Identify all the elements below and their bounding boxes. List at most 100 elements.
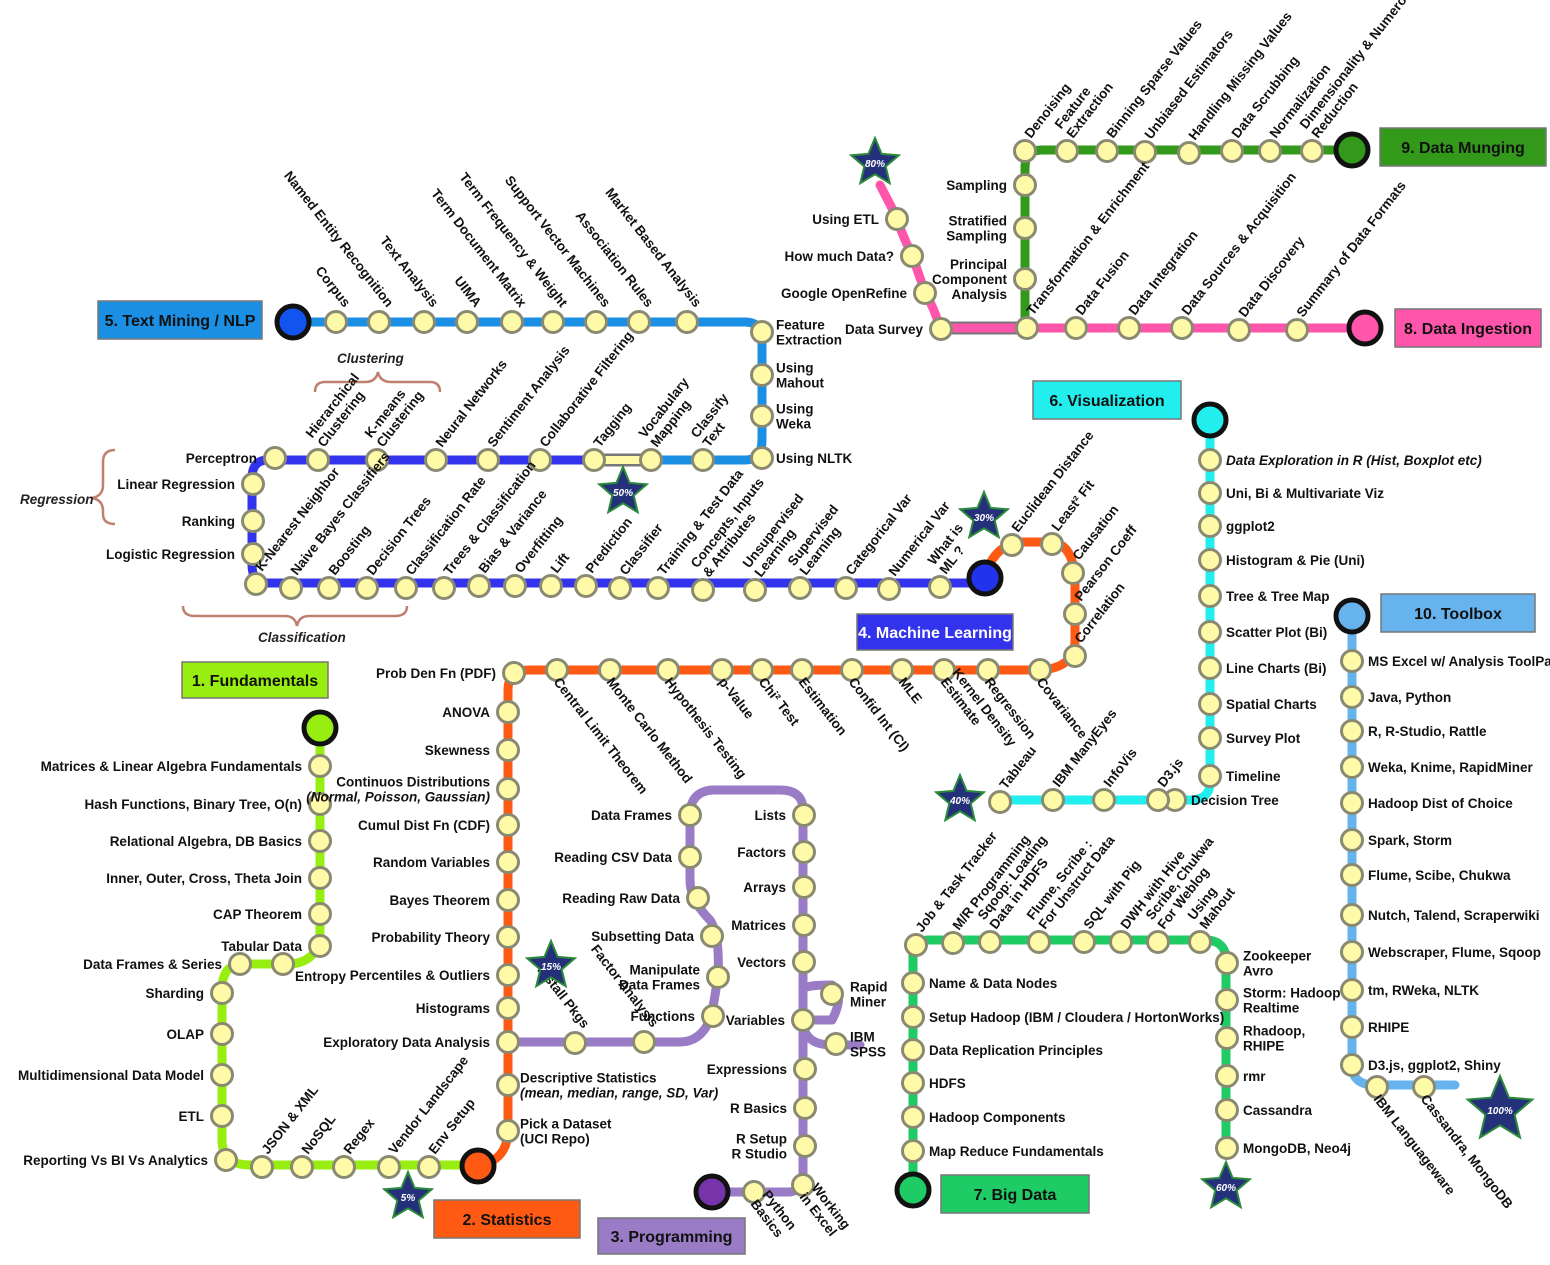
fundamentals-station[interactable] <box>310 904 331 925</box>
fundamentals-station[interactable] <box>379 1157 400 1178</box>
statistics-station[interactable] <box>498 927 519 948</box>
ml-station[interactable] <box>265 448 286 469</box>
statistics-station[interactable] <box>498 1032 519 1053</box>
programming-title-box[interactable]: 3. Programming <box>598 1218 745 1254</box>
ml-station[interactable] <box>243 474 264 495</box>
bigdata-station[interactable] <box>1217 1066 1238 1087</box>
statistics-station[interactable] <box>498 1121 519 1142</box>
viz-station[interactable] <box>1148 790 1169 811</box>
ml-station[interactable] <box>308 450 329 471</box>
toolbox-station[interactable] <box>1342 865 1363 886</box>
toolbox-station[interactable] <box>1342 905 1363 926</box>
bigdata-station[interactable] <box>1217 990 1238 1011</box>
munging-terminus[interactable] <box>1336 134 1368 166</box>
munging-station[interactable] <box>1135 142 1156 163</box>
bigdata-station[interactable] <box>903 1107 924 1128</box>
viz-station[interactable] <box>1200 694 1221 715</box>
viz-station[interactable] <box>1200 516 1221 537</box>
statistics-station[interactable] <box>498 852 519 873</box>
ml-station[interactable] <box>357 578 378 599</box>
statistics-station[interactable] <box>498 740 519 761</box>
munging-station[interactable] <box>1057 141 1078 162</box>
toolbox-station[interactable] <box>1342 1055 1363 1076</box>
programming-station[interactable] <box>794 952 815 973</box>
nlp-station[interactable] <box>326 312 347 333</box>
ml-station[interactable] <box>541 576 562 597</box>
programming-station[interactable] <box>794 842 815 863</box>
programming-station[interactable] <box>708 967 729 988</box>
ml-station[interactable] <box>836 578 857 599</box>
toolbox-station[interactable] <box>1342 1017 1363 1038</box>
nlp-station[interactable] <box>457 312 478 333</box>
statistics-station[interactable] <box>1065 646 1086 667</box>
ingestion-station[interactable] <box>1119 318 1140 339</box>
programming-station[interactable] <box>794 877 815 898</box>
ml-station[interactable] <box>930 577 951 598</box>
ml-station[interactable] <box>576 576 597 597</box>
bigdata-station[interactable] <box>1111 932 1132 953</box>
ml-station[interactable] <box>243 511 264 532</box>
bigdata-station[interactable] <box>1029 932 1050 953</box>
statistics-title-box[interactable]: 2. Statistics <box>434 1200 580 1238</box>
munging-station[interactable] <box>1260 141 1281 162</box>
fundamentals-station[interactable] <box>310 936 331 957</box>
viz-station[interactable] <box>1200 622 1221 643</box>
ingestion-station[interactable] <box>887 209 908 230</box>
fundamentals-station[interactable] <box>310 831 331 852</box>
nlp-station[interactable] <box>369 312 390 333</box>
ml-station[interactable] <box>396 578 417 599</box>
bigdata-station[interactable] <box>943 933 964 954</box>
toolbox-station[interactable] <box>1342 793 1363 814</box>
viz-station[interactable] <box>1200 550 1221 571</box>
statistics-station[interactable] <box>1002 535 1023 556</box>
toolbox-station[interactable] <box>1342 980 1363 1001</box>
fundamentals-station[interactable] <box>419 1157 440 1178</box>
fundamentals-station[interactable] <box>252 1157 273 1178</box>
fundamentals-station[interactable] <box>212 1106 233 1127</box>
ml-station[interactable] <box>879 579 900 600</box>
bigdata-terminus[interactable] <box>897 1174 929 1206</box>
viz-station[interactable] <box>1200 483 1221 504</box>
fundamentals-station[interactable] <box>292 1157 313 1178</box>
nlp-station[interactable] <box>502 312 523 333</box>
ml-station[interactable] <box>426 450 447 471</box>
munging-station[interactable] <box>1015 175 1036 196</box>
bigdata-station[interactable] <box>903 1141 924 1162</box>
ingestion-station[interactable] <box>1229 320 1250 341</box>
ingestion-title-box[interactable]: 8. Data Ingestion <box>1395 309 1541 347</box>
bigdata-station[interactable] <box>1217 1100 1238 1121</box>
statistics-station[interactable] <box>498 890 519 911</box>
fundamentals-station[interactable] <box>310 868 331 889</box>
statistics-station[interactable] <box>504 663 525 684</box>
programming-station[interactable] <box>826 1034 847 1055</box>
ingestion-station[interactable] <box>1017 318 1038 339</box>
viz-terminus[interactable] <box>1194 404 1226 436</box>
fundamentals-station[interactable] <box>216 1150 237 1171</box>
toolbox-station[interactable] <box>1342 651 1363 672</box>
viz-station[interactable] <box>1200 450 1221 471</box>
ingestion-station[interactable] <box>1287 320 1308 341</box>
ml-station[interactable] <box>790 578 811 599</box>
statistics-station[interactable] <box>498 779 519 800</box>
fundamentals-station[interactable] <box>212 1024 233 1045</box>
viz-station[interactable] <box>1200 728 1221 749</box>
statistics-station[interactable] <box>1063 563 1084 584</box>
nlp-station[interactable] <box>629 312 650 333</box>
statistics-station[interactable] <box>498 815 519 836</box>
programming-station[interactable] <box>794 805 815 826</box>
programming-station[interactable] <box>703 1006 724 1027</box>
viz-station[interactable] <box>990 792 1011 813</box>
ml-station[interactable] <box>246 574 267 595</box>
bigdata-station[interactable] <box>903 1007 924 1028</box>
programming-station[interactable] <box>634 1032 655 1053</box>
nlp-station[interactable] <box>677 312 698 333</box>
nlp-station[interactable] <box>543 312 564 333</box>
nlp-station[interactable] <box>414 312 435 333</box>
munging-station[interactable] <box>1222 141 1243 162</box>
fundamentals-station[interactable] <box>310 756 331 777</box>
nlp-station[interactable] <box>752 406 773 427</box>
munging-station[interactable] <box>1302 141 1323 162</box>
ml-station[interactable] <box>319 578 340 599</box>
fundamentals-station[interactable] <box>273 954 294 975</box>
programming-terminus[interactable] <box>696 1176 728 1208</box>
